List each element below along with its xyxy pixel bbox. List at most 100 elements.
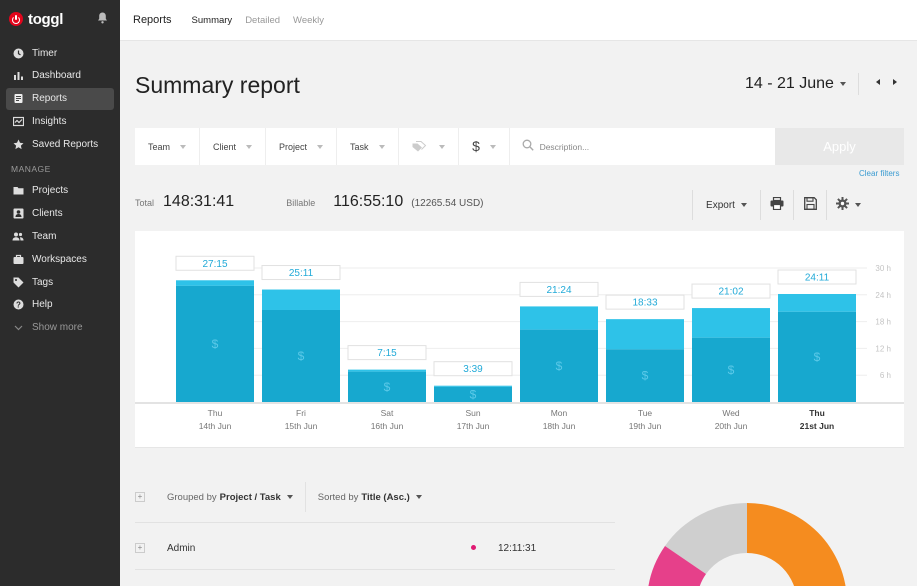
caret-down-icon bbox=[415, 495, 422, 499]
y-tick-label: 24 h bbox=[875, 291, 891, 300]
print-button[interactable] bbox=[760, 190, 793, 220]
filter-project[interactable]: Project bbox=[266, 128, 338, 165]
project-color-dot bbox=[471, 545, 476, 550]
tab-weekly[interactable]: Weekly bbox=[293, 14, 325, 26]
show-more-label: Show more bbox=[32, 322, 83, 334]
sidebar-item-help[interactable]: ? Help bbox=[6, 294, 114, 316]
bar-non-billable bbox=[778, 293, 856, 312]
prev-week-icon[interactable] bbox=[876, 79, 880, 85]
filter-client[interactable]: Client bbox=[200, 128, 267, 165]
sidebar-item-timer[interactable]: Timer bbox=[6, 42, 114, 64]
apply-button[interactable]: Apply bbox=[775, 128, 904, 165]
expand-all-icon[interactable]: + bbox=[135, 492, 145, 502]
next-week-icon[interactable] bbox=[893, 79, 897, 85]
clear-filters-link[interactable]: Clear filters bbox=[859, 169, 900, 178]
y-tick-label: 30 h bbox=[875, 264, 891, 273]
bar-total-box bbox=[347, 345, 427, 361]
report-toolbar: Export bbox=[692, 190, 870, 220]
sidebar-item-tags[interactable]: Tags bbox=[6, 271, 114, 293]
divider bbox=[135, 522, 615, 523]
brand-name: toggl bbox=[28, 10, 64, 28]
donut-slice-pink bbox=[648, 546, 706, 586]
description-input[interactable] bbox=[539, 141, 740, 152]
client-icon bbox=[11, 207, 25, 221]
y-tick-label: 18 h bbox=[875, 318, 891, 327]
divider bbox=[135, 447, 904, 448]
bar-total-box bbox=[605, 294, 685, 310]
caret-down-icon bbox=[839, 82, 846, 86]
tags-icon bbox=[412, 141, 429, 152]
bar-billable bbox=[348, 371, 426, 402]
table-row[interactable]: + Admin 12:11:31 bbox=[135, 538, 615, 558]
x-tick-date: 17th Jun bbox=[457, 421, 490, 431]
sidebar-item-team[interactable]: Team bbox=[6, 226, 114, 248]
expand-row-icon[interactable]: + bbox=[135, 543, 145, 553]
briefcase-icon bbox=[11, 252, 25, 266]
team-icon bbox=[11, 230, 25, 244]
filter-bar: Team Client Project Task $ Apply bbox=[135, 128, 904, 165]
x-tick-date: 19th Jun bbox=[629, 421, 662, 431]
bar-non-billable bbox=[176, 280, 254, 286]
sidebar-item-label: Reports bbox=[32, 93, 68, 105]
total-value: 148:31:41 bbox=[163, 193, 235, 210]
bar-billable bbox=[692, 337, 770, 402]
save-button[interactable] bbox=[793, 190, 826, 220]
export-button[interactable]: Export bbox=[692, 190, 760, 220]
tab-detailed[interactable]: Detailed bbox=[245, 14, 281, 26]
sidebar-item-insights[interactable]: Insights bbox=[6, 110, 114, 132]
billable-label: Billable bbox=[286, 198, 316, 208]
bar-non-billable bbox=[606, 319, 684, 350]
donut-slice-orange bbox=[747, 503, 846, 586]
toggl-logo[interactable]: toggl bbox=[0, 0, 120, 38]
bar-non-billable bbox=[520, 306, 598, 330]
clock-icon bbox=[11, 46, 25, 60]
bell-icon[interactable] bbox=[97, 12, 108, 24]
sidebar-item-dashboard[interactable]: Dashboard bbox=[6, 65, 114, 87]
bar-non-billable bbox=[262, 289, 340, 310]
y-tick-label: 12 h bbox=[875, 344, 891, 353]
help-icon: ? bbox=[11, 298, 25, 312]
x-tick-day: Sat bbox=[381, 408, 394, 418]
sidebar-item-label: Insights bbox=[32, 115, 67, 127]
sidebar-item-label: Dashboard bbox=[32, 70, 81, 82]
sidebar-show-more[interactable]: Show more bbox=[6, 317, 114, 339]
tag-icon bbox=[11, 275, 25, 289]
settings-button[interactable] bbox=[826, 190, 870, 220]
sidebar-item-projects[interactable]: Projects bbox=[6, 180, 114, 202]
dollar-icon: $ bbox=[472, 139, 480, 154]
bar-total-label: 3:39 bbox=[463, 364, 483, 375]
billable-dollar-label: $ bbox=[470, 387, 477, 401]
project-donut-chart bbox=[648, 503, 846, 586]
filter-label: Project bbox=[279, 141, 308, 152]
date-range-label: 14 - 21 June bbox=[745, 75, 834, 92]
filter-team[interactable]: Team bbox=[135, 128, 201, 165]
bar-chart-icon bbox=[11, 69, 25, 83]
description-search bbox=[510, 128, 775, 165]
sidebar-item-reports[interactable]: Reports bbox=[6, 87, 114, 110]
bar-total-box bbox=[519, 281, 599, 297]
sidebar-item-saved-reports[interactable]: Saved Reports bbox=[6, 133, 114, 155]
donut-slice-grey bbox=[665, 503, 747, 574]
tab-summary[interactable]: Summary bbox=[191, 14, 233, 26]
sorted-by-dropdown[interactable]: Sorted by Title (Asc.) bbox=[318, 492, 422, 503]
bar-total-label: 7:15 bbox=[377, 348, 397, 359]
x-tick-day: Wed bbox=[722, 408, 740, 418]
caret-down-icon bbox=[286, 495, 293, 499]
svg-text:?: ? bbox=[16, 301, 21, 310]
billable-amount: (12265.54 USD) bbox=[411, 198, 484, 209]
x-tick-day: Thu bbox=[208, 408, 223, 418]
caret-down-icon bbox=[317, 144, 324, 149]
daily-bar-chart: 30 h 24 h 18 h 12 h 6 h $27:15 Thu 14th Jun $25:… bbox=[135, 231, 904, 447]
filter-billable[interactable]: $ bbox=[459, 128, 510, 165]
divider bbox=[304, 482, 306, 512]
date-range-picker[interactable]: 14 - 21 June bbox=[745, 75, 846, 93]
billable-value: 116:55:10 bbox=[333, 193, 404, 210]
sidebar-item-workspaces[interactable]: Workspaces bbox=[6, 248, 114, 270]
svg-text:$: $ bbox=[472, 139, 480, 154]
filter-tags[interactable] bbox=[399, 128, 459, 165]
filter-task[interactable]: Task bbox=[337, 128, 399, 165]
export-label: Export bbox=[706, 199, 735, 211]
x-tick-date: 21st Jun bbox=[800, 421, 835, 431]
sidebar-item-clients[interactable]: Clients bbox=[6, 203, 114, 225]
grouped-by-dropdown[interactable]: Grouped by Project / Task bbox=[167, 492, 293, 503]
